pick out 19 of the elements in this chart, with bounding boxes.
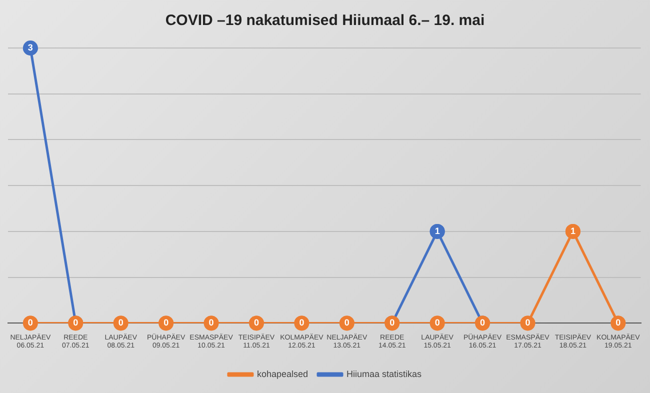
legend-label: kohapealsed [256,368,308,379]
data-label: 0 [434,318,440,328]
data-label: 0 [254,318,259,328]
data-label: 0 [28,318,33,328]
data-label: 0 [73,318,78,328]
data-label: 0 [299,318,304,328]
data-label: 0 [344,318,350,328]
chart-title: COVID –19 nakatumised Hiiumaal 6.– 19. mai [165,12,485,30]
data-label: 1 [434,226,440,236]
data-label: 0 [118,318,124,328]
data-label: 1 [570,226,576,236]
data-label: 0 [390,318,395,328]
data-label: 0 [208,318,214,328]
data-label: 0 [616,318,621,328]
data-label: 0 [164,318,169,328]
data-label: 0 [480,318,486,328]
data-label: 0 [525,318,530,328]
legend-label: Hiiumaa statistikas [346,368,422,379]
data-label: 3 [28,42,33,52]
